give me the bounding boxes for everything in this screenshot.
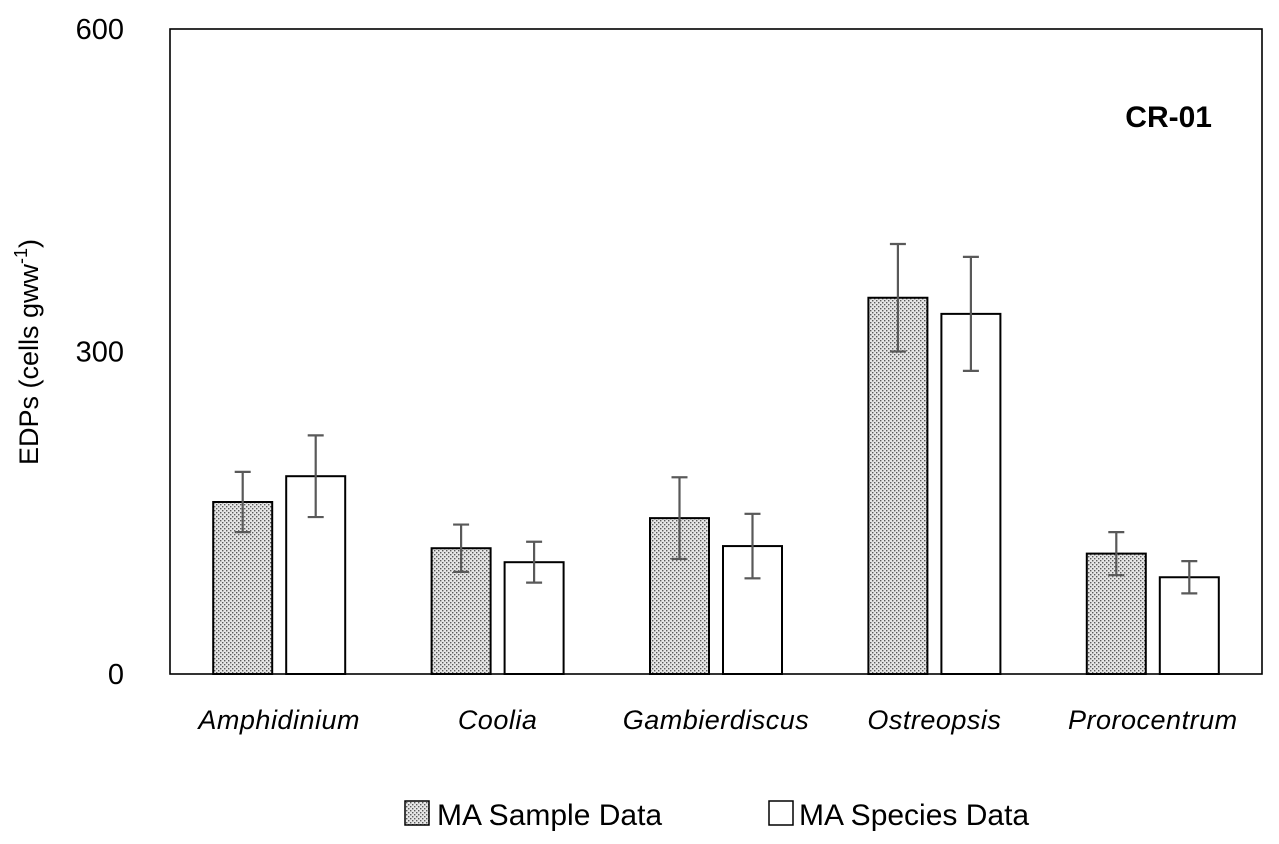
y-tick-label: 600: [76, 14, 124, 46]
bar-sample-gambierdiscus: [649, 517, 710, 675]
legend-swatch-species: [768, 800, 794, 826]
x-tick-label: Ostreopsis: [867, 705, 1001, 735]
error-bar-sample-prorocentrum: [1108, 530, 1125, 577]
x-tick-label: Prorocentrum: [1068, 705, 1238, 735]
x-tick-label: Gambierdiscus: [623, 705, 810, 735]
y-tick-label: 300: [76, 337, 124, 369]
error-bar-sample-ostreopsis: [889, 242, 906, 353]
x-tick-label: Amphidinium: [196, 705, 360, 735]
plot-frame: [169, 28, 1263, 675]
bar-species-ostreopsis: [940, 312, 1002, 675]
legend: MA Sample Data MA Species Data: [404, 799, 1029, 832]
y-axis-label: EDPs (cells gww-1): [11, 239, 44, 465]
error-bar-sample-gambierdiscus: [671, 476, 688, 561]
error-bar-species-amphidinium: [307, 434, 324, 519]
error-bar-sample-amphidinium: [234, 470, 251, 534]
error-bar-species-prorocentrum: [1181, 560, 1198, 595]
error-bar-species-ostreopsis: [962, 255, 979, 372]
bar-sample-ostreopsis: [867, 296, 929, 675]
x-tick-label: Coolia: [458, 705, 538, 735]
error-bar-sample-coolia: [453, 523, 470, 573]
legend-label-species: MA Species Data: [799, 799, 1029, 832]
legend-label-sample: MA Sample Data: [437, 799, 662, 832]
error-bar-species-coolia: [526, 540, 543, 584]
y-tick-label: 0: [108, 659, 124, 691]
error-bar-species-gambierdiscus: [744, 512, 761, 580]
legend-swatch-sample: [404, 800, 430, 826]
chart-annotation: CR-01: [1125, 101, 1212, 134]
